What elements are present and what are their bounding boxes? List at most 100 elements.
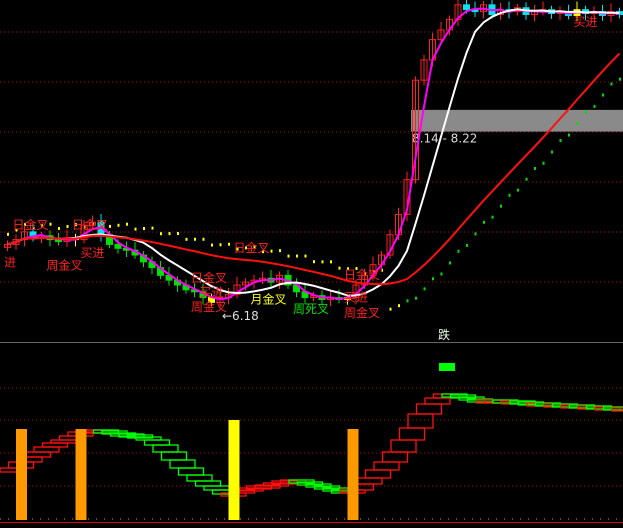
trend-dot [508,193,511,197]
trend-dot [551,150,553,154]
candle-body [114,243,122,249]
trend-dot [432,277,434,281]
signal-label: 日金叉 [72,217,108,232]
trend-dot [66,224,69,228]
candle-body [242,281,249,286]
indicator-box [177,467,205,476]
trend-dot [423,287,426,291]
indicator-box [356,477,383,485]
trend-dot [542,161,545,165]
indicator-box [33,446,60,453]
signal-label: 进 [4,256,16,270]
trend-dot [330,260,332,264]
candle-body [412,79,419,181]
trend-dot [151,226,154,230]
trend-dot [15,228,18,232]
trend-dot [194,237,196,241]
trend-dot [219,243,222,247]
indicator-box [24,451,52,458]
signal-label: 买进 [344,290,368,304]
trend-dot [559,139,562,143]
trend-dot [7,232,9,236]
low-price-label: ←6.18 [222,309,259,323]
trend-dot [457,249,460,253]
trend-dot [449,261,451,265]
trend-dot [211,243,213,247]
signal-label: 买进 [200,286,224,300]
trend-dot [304,254,307,258]
indicator-box [169,459,196,469]
trend-dot [398,304,400,308]
signal-label: 周死叉 [293,302,329,316]
signal-label: 周金叉 [191,299,227,314]
indicator-box [143,439,171,446]
trend-dot [287,254,290,258]
trend-dot [202,237,205,241]
signal-bar [75,429,87,520]
indicator-box [415,403,443,415]
trend-dot [517,188,519,192]
trend-dot [593,104,596,108]
candle-body [420,59,428,81]
trend-dot [466,243,468,247]
trend-dot [41,224,43,228]
trend-dot [177,232,179,236]
trend-dot [585,110,587,114]
trend-dot [143,227,145,231]
trend-dot [568,133,570,137]
signal-bar [347,429,359,520]
price-band-label: 8.14 - 8.22 [412,132,477,146]
candle-body [89,221,96,226]
indicator-box [152,444,179,453]
trend-dot [347,267,349,271]
signal-label: 周金叉 [344,305,380,320]
trend-dot [296,254,298,258]
trend-dot [483,220,485,224]
trend-dot [525,177,528,181]
trend-dot [168,232,171,236]
trend-dot [440,272,443,276]
indicator-box [364,469,392,479]
trend-dot [117,223,120,227]
signal-label: 日金叉 [191,270,227,285]
trend-dot [415,296,417,300]
signal-bar [228,420,240,520]
trend-dot [491,215,494,219]
trend-dot [534,167,536,171]
trend-dot [270,249,273,253]
indicator-box [373,461,400,471]
trend-dot [49,222,52,226]
indicator-box [186,474,213,482]
signal-label: 周金叉 [47,258,83,273]
trend-dot [236,247,239,251]
signal-label: 买进 [81,246,105,260]
trend-dot [355,266,358,270]
indicator-box [194,480,222,487]
indicator-box [611,407,623,412]
candle-body [437,29,445,41]
fall-marker [439,363,455,371]
trend-dot [24,223,26,227]
signal-label: 日金叉 [13,217,49,232]
trend-dot [75,223,77,227]
trend-dot [279,249,281,253]
trend-dot [321,260,324,264]
price-band [411,109,623,132]
signal-label: 日金叉 [234,240,270,255]
signal-label: 日金叉 [344,267,380,282]
trend-dot [610,82,613,86]
indicator-box [381,451,409,463]
signal-label: 月金叉 [251,291,287,306]
candle-body [463,4,470,11]
trend-dot [109,224,111,228]
moving-average-30 [7,52,621,286]
indicator-box [407,413,434,429]
indicator-box [160,451,188,461]
trend-dot [58,227,60,231]
fall-label: 跌 [438,327,450,342]
trend-dot [576,121,579,125]
trend-dot [602,93,604,97]
trend-dot [262,250,264,254]
